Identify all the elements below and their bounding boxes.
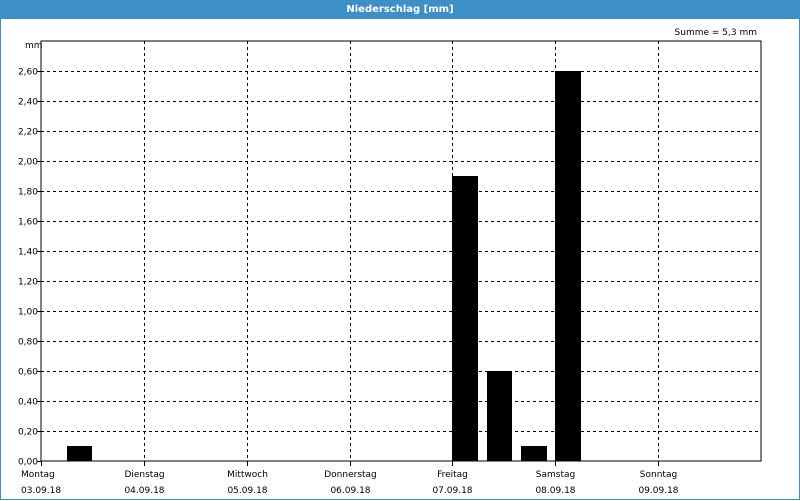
precipitation-bar bbox=[452, 176, 478, 461]
x-tick-date-label: 08.09.18 bbox=[535, 486, 575, 496]
x-tick-date-label: 04.09.18 bbox=[124, 486, 164, 496]
y-tick-label: 2,40 bbox=[18, 98, 38, 108]
y-tick-label: 0,00 bbox=[18, 458, 38, 468]
grid-layer bbox=[41, 41, 761, 461]
x-tick-date-label: 06.09.18 bbox=[330, 486, 370, 496]
y-tick-label: 0,40 bbox=[18, 398, 38, 408]
x-tick-date-label: 07.09.18 bbox=[432, 486, 472, 496]
y-tick-label: 1,00 bbox=[18, 308, 38, 318]
y-tick-label: 0,80 bbox=[18, 338, 38, 348]
x-tick-day-label: Sonntag bbox=[640, 470, 677, 480]
y-tick-label: 1,20 bbox=[18, 278, 38, 288]
y-tick-label: 2,60 bbox=[18, 68, 38, 78]
x-tick-date-label: 09.09.18 bbox=[638, 486, 678, 496]
y-tick-label: 0,20 bbox=[18, 428, 38, 438]
precipitation-bar bbox=[555, 71, 581, 461]
window-title: Niederschlag [mm] bbox=[1, 1, 799, 19]
y-tick-labels: 0,00 0,20 0,40 0,60 0,80 1,00 1,20 1,40 1,60 1,80… bbox=[18, 68, 41, 468]
x-tick-day-label: Montag bbox=[21, 470, 55, 480]
x-tick-labels: Montag 03.09.18 Dienstag 04.09.18 Mittwoch 05… bbox=[21, 461, 679, 496]
x-tick-day-label: Freitag bbox=[437, 470, 468, 480]
sum-annotation: Summe = 5,3 mm bbox=[675, 28, 757, 38]
precipitation-bar bbox=[487, 371, 512, 461]
y-tick-label: 1,40 bbox=[18, 248, 38, 258]
x-tick-day-label: Samstag bbox=[536, 470, 575, 480]
precipitation-bar bbox=[67, 446, 92, 461]
y-tick-label: 2,00 bbox=[18, 158, 38, 168]
x-tick-day-label: Donnerstag bbox=[324, 470, 377, 480]
y-axis-unit-label: mm bbox=[25, 41, 43, 51]
x-tick-day-label: Dienstag bbox=[124, 470, 164, 480]
y-tick-label: 1,80 bbox=[18, 188, 38, 198]
y-tick-label: 1,60 bbox=[18, 218, 38, 228]
bar-layer bbox=[67, 71, 581, 461]
y-tick-label: 2,20 bbox=[18, 128, 38, 138]
precipitation-bar bbox=[521, 446, 547, 461]
x-tick-date-label: 05.09.18 bbox=[227, 486, 267, 496]
x-tick-date-label: 03.09.18 bbox=[21, 486, 61, 496]
y-tick-label: 0,60 bbox=[18, 368, 38, 378]
x-tick-day-label: Mittwoch bbox=[227, 470, 268, 480]
